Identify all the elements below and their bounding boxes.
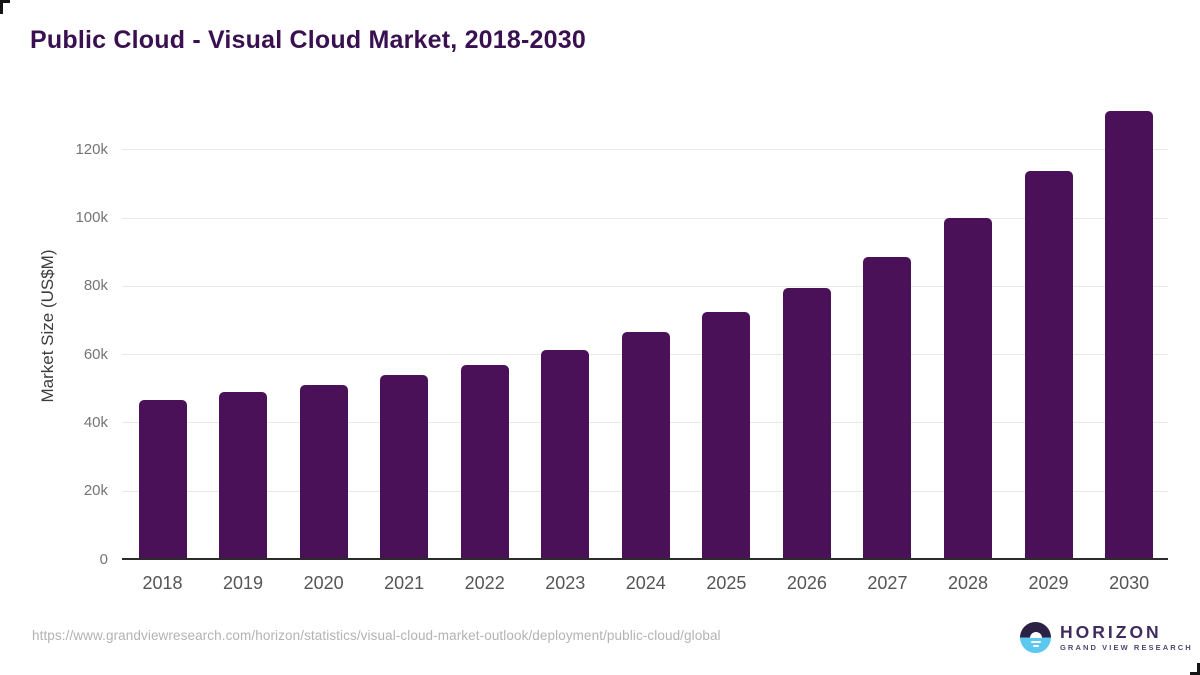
x-tick-label: 2023: [545, 573, 586, 593]
bar-2024: [621, 332, 670, 559]
x-tick-label: 2030: [1109, 573, 1150, 593]
logo-name: HORIZON: [1060, 622, 1162, 642]
y-tick-label: 40k: [83, 413, 108, 431]
y-tick-label: 0: [99, 550, 108, 568]
bar-2018: [138, 400, 187, 559]
bar-2026: [782, 287, 831, 559]
x-tick-label: 2019: [223, 573, 264, 593]
bar-2028: [944, 218, 992, 559]
bar-2023: [541, 350, 590, 559]
sun-icon: [1029, 631, 1042, 638]
bar-2025: [702, 312, 751, 559]
y-tick-label: 20k: [83, 482, 108, 500]
x-tick-label: 2024: [625, 573, 666, 593]
bar-2019: [219, 392, 268, 559]
x-tick-label: 2026: [786, 573, 827, 593]
bar-2030: [1105, 111, 1154, 559]
y-tick-label: 60k: [83, 345, 108, 363]
gridline-80k: [122, 285, 1168, 287]
x-tick-label: 2025: [706, 573, 747, 593]
x-tick-label: 2027: [867, 573, 908, 593]
logo-text: HORIZON GRAND VIEW RESEARCH: [1060, 623, 1193, 652]
x-tick-label: 2028: [947, 573, 989, 593]
bar-2020: [299, 384, 348, 559]
horizon-line-icon: [1032, 644, 1039, 647]
bar-2029: [1024, 171, 1073, 559]
x-axis-line: [122, 558, 1168, 560]
x-tick-label: 2021: [384, 573, 425, 593]
bar-2027: [863, 256, 912, 559]
x-tick-label: 2022: [464, 573, 505, 593]
bar-2021: [380, 374, 429, 559]
y-tick-label: 100k: [75, 209, 108, 227]
y-axis-title: Market Size (US$M): [38, 249, 57, 403]
logo-subtitle: GRAND VIEW RESEARCH: [1060, 643, 1193, 652]
x-tick-label: 2020: [303, 573, 344, 593]
gridline-120k: [122, 149, 1168, 151]
source-url: https://www.grandviewresearch.com/horizo…: [32, 628, 721, 643]
horizon-logo: HORIZON GRAND VIEW RESEARCH: [1020, 622, 1193, 653]
page-title: Public Cloud - Visual Cloud Market, 2018…: [30, 26, 586, 54]
bar-2022: [460, 364, 509, 559]
x-tick-label: 2018: [142, 573, 183, 593]
x-tick-label: 2029: [1028, 573, 1069, 593]
gridline-100k: [122, 217, 1168, 219]
horizon-logo-icon: [1020, 622, 1051, 653]
y-tick-label: 120k: [75, 140, 108, 158]
horizon-line-icon: [1030, 640, 1041, 643]
y-tick-label: 80k: [83, 277, 108, 295]
